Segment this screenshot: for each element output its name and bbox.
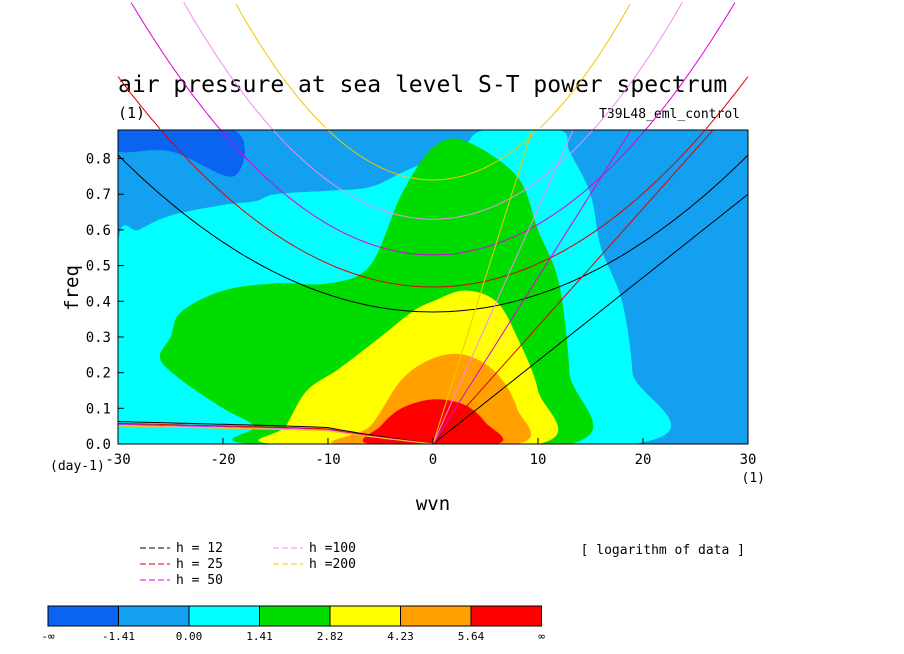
- colorbar: -∞ -1.41 0.00 1.41 2.82 4.23 5.64 ∞: [41, 605, 545, 643]
- colorbar-label: ∞: [538, 630, 545, 643]
- legend-label: h = 25: [176, 557, 223, 572]
- overflow-curve-1: [117, 76, 749, 130]
- y-tick-label: 0.4: [86, 294, 111, 310]
- y-tick-label: 0.2: [86, 366, 111, 382]
- colorbar-swatch: [400, 605, 472, 627]
- y-tick-label: 0.1: [86, 401, 111, 417]
- log-note: [ logarithm of data ]: [581, 543, 745, 558]
- dispersion-curve-1: [160, 130, 706, 288]
- legend-label: h = 12: [176, 541, 223, 556]
- overflow-curve-3: [183, 2, 683, 131]
- chart-subtitle-left: (1): [118, 104, 145, 122]
- y-tick-label: 0.7: [86, 187, 111, 203]
- y-tick-label: 0.3: [86, 330, 111, 346]
- y-tick-label: 0.5: [86, 259, 111, 275]
- colorbar-swatch: [188, 605, 260, 627]
- colorbar-swatch: [47, 605, 119, 627]
- curve-overflow: [117, 2, 749, 131]
- x-tick-label: -10: [315, 452, 340, 468]
- kelvin-ray-4: [432, 130, 533, 444]
- dispersion-curve-4: [327, 130, 539, 181]
- colorbar-label: 0.00: [176, 630, 203, 643]
- x-tick-label: 0: [429, 452, 437, 468]
- x-axis-label: wvn: [416, 493, 450, 515]
- kelvin-ray-0: [432, 193, 748, 444]
- dispersion-curve-0: [118, 154, 748, 313]
- colorbar-swatch: [470, 605, 542, 627]
- colorbar-label: -∞: [41, 630, 55, 643]
- y-tick-label: 0.0: [86, 437, 111, 453]
- y-tick-label: 0.6: [86, 223, 111, 239]
- y-axis-label: freq: [61, 265, 83, 311]
- dispersion-curve-2: [219, 130, 647, 256]
- contour-region-5.64: [362, 399, 504, 444]
- chart-title: air pressure at sea level S-T power spec…: [118, 72, 727, 98]
- colorbar-label: 2.82: [317, 630, 344, 643]
- rossby-curve-4: [118, 425, 434, 444]
- overflow-curve-2: [130, 2, 736, 131]
- x-tick-label: -20: [210, 452, 235, 468]
- x-tick-label: 10: [530, 452, 547, 468]
- colorbar-label: 5.64: [458, 630, 485, 643]
- legend-label: h =100: [309, 541, 356, 556]
- dispersion-curve-3: [272, 130, 594, 220]
- colorbar-swatch: [259, 605, 331, 627]
- x-units-label: (1): [742, 471, 765, 486]
- dispersion-curves: [118, 130, 748, 444]
- overflow-curve-4: [235, 4, 631, 128]
- colorbar-swatch: [118, 605, 190, 627]
- x-axis: -30 -20 -10 0 10 20 30: [105, 438, 756, 468]
- rossby-curve-0: [118, 421, 434, 444]
- y-tick-label: 0.8: [86, 152, 111, 168]
- chart-subtitle-right: T39L48_eml_control: [599, 107, 740, 122]
- kelvin-ray-2: [432, 130, 632, 444]
- kelvin-ray-1: [432, 130, 714, 444]
- colorbar-label: 1.41: [246, 630, 273, 643]
- legend-label: h =200: [309, 557, 356, 572]
- x-tick-label: 30: [740, 452, 757, 468]
- y-units-label: (day-1): [50, 459, 105, 474]
- x-tick-label: 20: [635, 452, 652, 468]
- colorbar-label: -1.41: [102, 630, 135, 643]
- kelvin-ray-3: [432, 130, 574, 444]
- y-axis: 0.0 0.1 0.2 0.3 0.4 0.5 0.6 0.7 0.8: [86, 152, 124, 453]
- plot-area: [118, 130, 748, 444]
- colorbar-label: 4.23: [387, 630, 414, 643]
- x-tick-label: -30: [105, 452, 130, 468]
- legend-label: h = 50: [176, 573, 223, 588]
- colorbar-swatch: [329, 605, 401, 627]
